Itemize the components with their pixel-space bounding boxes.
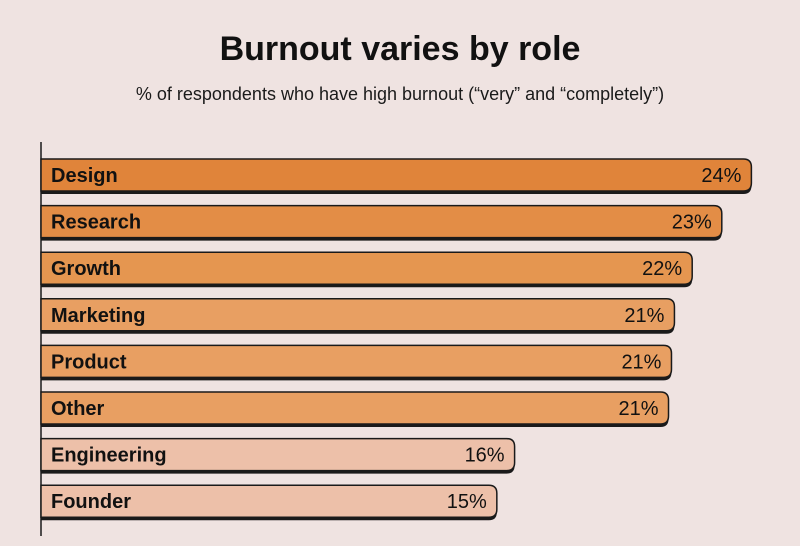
- value-label-marketing: 21%: [624, 305, 664, 327]
- value-label-growth: 22%: [642, 258, 682, 280]
- value-label-founder: 15%: [447, 491, 487, 513]
- category-label-product: Product: [51, 351, 127, 373]
- bar-engineering: [40, 437, 516, 472]
- category-label-marketing: Marketing: [51, 305, 145, 327]
- bar-research: [40, 204, 723, 239]
- bar-other: [40, 391, 670, 425]
- bar-marketing: [40, 298, 676, 332]
- category-label-founder: Founder: [51, 491, 131, 513]
- category-label-other: Other: [51, 398, 105, 420]
- value-label-other: 21%: [618, 398, 658, 420]
- value-label-design: 24%: [701, 165, 741, 187]
- bar-design: [40, 158, 753, 192]
- value-label-engineering: 16%: [465, 445, 505, 467]
- bar-product: [40, 344, 673, 379]
- category-label-design: Design: [51, 165, 118, 187]
- category-label-research: Research: [51, 212, 141, 234]
- value-label-product: 21%: [621, 351, 661, 373]
- value-label-research: 23%: [672, 212, 712, 234]
- chart-subtitle: % of respondents who have high burnout (…: [135, 84, 665, 104]
- chart-title: Burnout varies by role: [219, 30, 581, 68]
- bars-group: Design 24% Research 23% Growth 22% Marketing 21…: [40, 158, 753, 521]
- category-label-growth: Growth: [51, 258, 121, 280]
- bar-growth: [40, 251, 693, 285]
- bar-founder: [40, 484, 498, 518]
- category-label-engineering: Engineering: [51, 445, 167, 467]
